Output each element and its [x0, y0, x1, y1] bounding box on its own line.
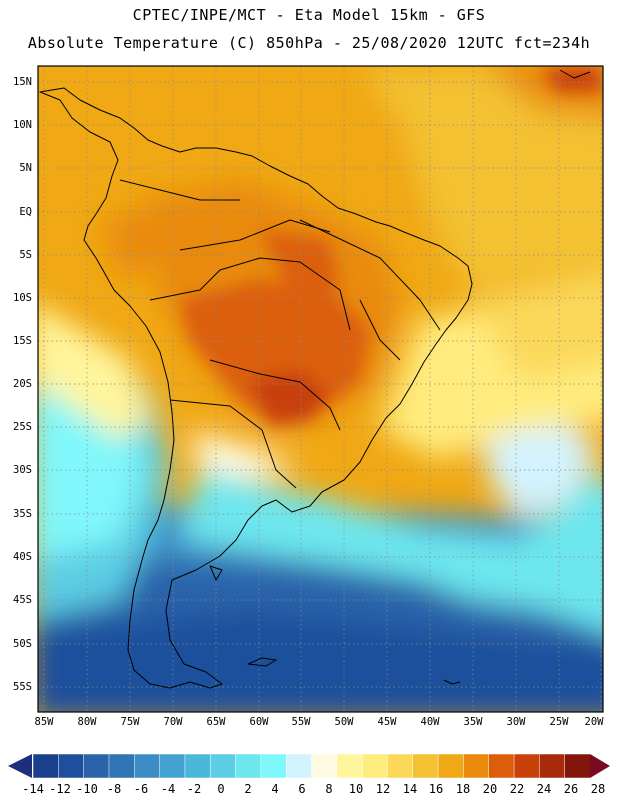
colorbar-label: 6 [298, 782, 306, 796]
lon-label: 25W [549, 716, 569, 728]
colorbar-cell [184, 753, 211, 779]
colorbar-label: 12 [375, 782, 391, 796]
lat-label: EQ [19, 206, 32, 218]
lon-label: 45W [377, 716, 397, 728]
colorbar-cell [412, 753, 439, 779]
colorbar-cell [564, 753, 591, 779]
colorbar-cell [336, 753, 363, 779]
colorbar-label: 0 [217, 782, 225, 796]
colorbar-cell [361, 753, 389, 779]
lat-label: 50S [13, 638, 32, 650]
colorbar-label: 26 [563, 782, 579, 796]
chart-title-line-1: CPTEC/INPE/MCT - Eta Model 15km - GFS [132, 6, 486, 24]
colorbar-cell [285, 753, 313, 779]
lat-label: 35S [13, 508, 32, 520]
lat-label: 25S [13, 421, 32, 433]
lon-label: 65W [206, 716, 226, 728]
lat-label: 55S [13, 681, 32, 693]
lat-label: 20S [13, 378, 32, 390]
colorbar-cell [387, 753, 414, 779]
lat-label: 15N [13, 76, 32, 88]
lon-label: 30W [506, 716, 526, 728]
lat-label: 40S [13, 551, 32, 563]
colorbar-label: -10 [76, 782, 98, 796]
colorbar-label: 14 [402, 782, 418, 796]
colorbar-label: 20 [482, 782, 498, 796]
colorbar-cell [32, 753, 59, 779]
lat-label: 5S [19, 249, 32, 261]
colorbar [8, 753, 610, 779]
lat-label: 10S [13, 292, 32, 304]
colorbar-cell [488, 753, 515, 779]
colorbar-label: 28 [590, 782, 606, 796]
lon-label: 85W [34, 716, 54, 728]
colorbar-label: 4 [271, 782, 279, 796]
lon-label: 80W [77, 716, 97, 728]
colorbar-label: 16 [428, 782, 444, 796]
lat-label: 15S [13, 335, 32, 347]
chart-title-line-2: Absolute Temperature (C) 850hPa - 25/08/… [27, 34, 591, 52]
colorbar-label: -14 [22, 782, 44, 796]
lon-label: 20W [584, 716, 604, 728]
colorbar-cell [159, 753, 186, 779]
lon-label: 60W [249, 716, 269, 728]
colorbar-cell [437, 753, 464, 779]
map-frame [37, 65, 604, 713]
colorbar-label: -12 [49, 782, 71, 796]
colorbar-cell [513, 753, 540, 779]
coastlines [39, 69, 591, 689]
colorbar-label: -8 [106, 782, 122, 796]
colorbar-label: 24 [536, 782, 552, 796]
colorbar-cell [83, 753, 110, 779]
lat-label: 45S [13, 594, 32, 606]
colorbar-label: 22 [509, 782, 525, 796]
lon-label: 70W [163, 716, 183, 728]
colorbar-high-arrow [590, 754, 610, 778]
lon-label: 35W [463, 716, 483, 728]
lon-label: 50W [334, 716, 354, 728]
colorbar-cell [134, 753, 161, 779]
colorbar-label: 18 [455, 782, 471, 796]
colorbar-cell [58, 753, 85, 779]
colorbar-label: -2 [186, 782, 202, 796]
colorbar-label: 10 [348, 782, 364, 796]
lat-label: 5N [19, 162, 32, 174]
colorbar-cell [108, 753, 135, 779]
temperature-field [38, 66, 603, 712]
lon-label: 55W [291, 716, 311, 728]
colorbar-label: 2 [244, 782, 252, 796]
colorbar-cell [209, 753, 237, 779]
colorbar-cell [539, 753, 566, 779]
colorbar-cell [260, 753, 287, 779]
lat-label: 10N [13, 119, 32, 131]
colorbar-label: -4 [160, 782, 176, 796]
colorbar-cell [311, 753, 338, 779]
colorbar-cell [235, 753, 262, 779]
lon-label: 40W [420, 716, 440, 728]
colorbar-label: -6 [133, 782, 149, 796]
colorbar-cell [463, 753, 490, 779]
colorbar-low-arrow [8, 754, 32, 778]
lon-label: 75W [120, 716, 140, 728]
lat-label: 30S [13, 464, 32, 476]
colorbar-label: 8 [325, 782, 333, 796]
